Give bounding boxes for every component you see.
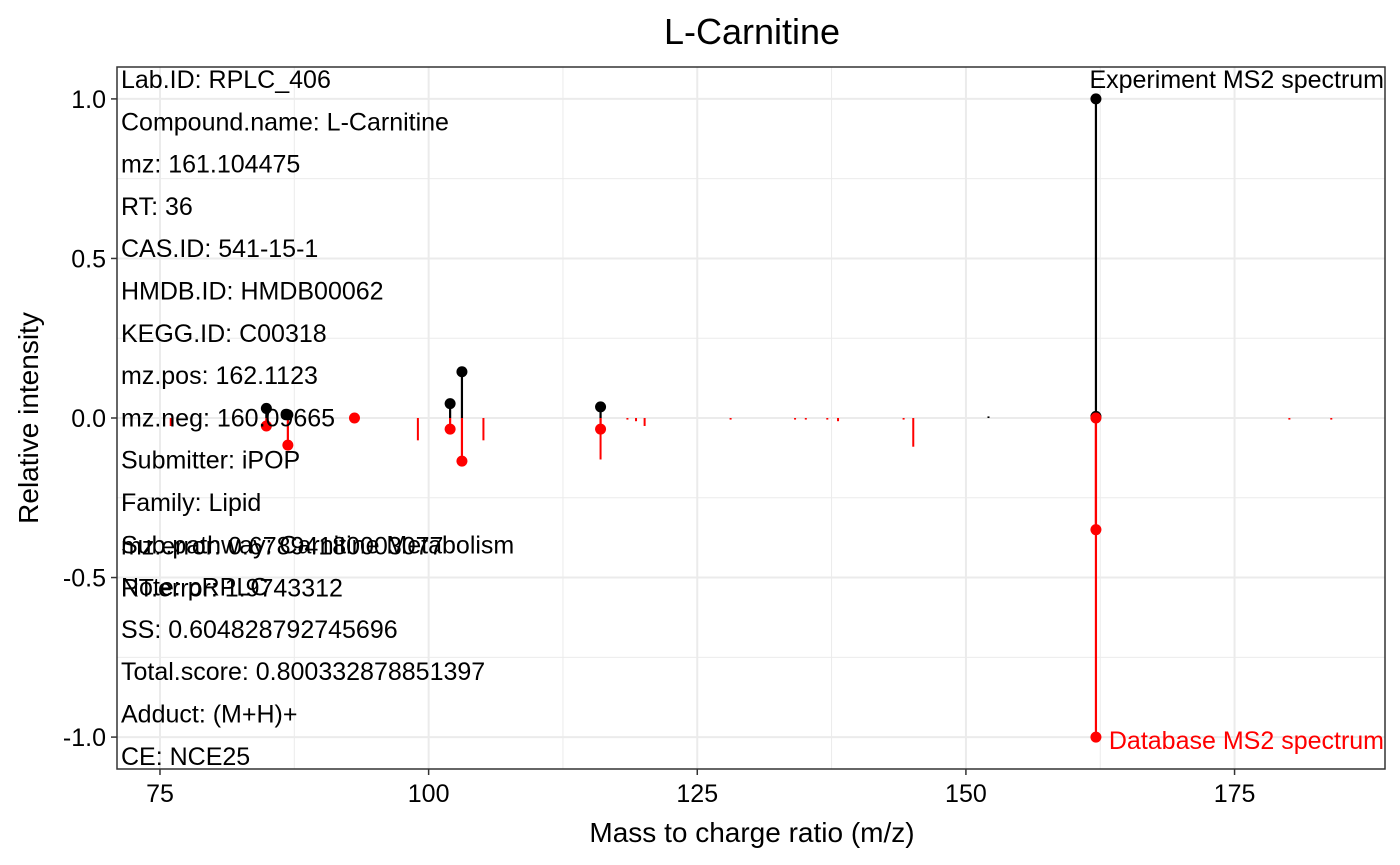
info-line: Compound.name: L-Carnitine	[121, 108, 449, 136]
info-line: Lab.ID: RPLC_406	[121, 66, 331, 94]
experiment-point	[444, 398, 456, 410]
database-point	[1090, 412, 1102, 424]
database-point	[260, 420, 272, 432]
y-tick-label: -1.0	[63, 724, 106, 752]
database-point	[282, 439, 294, 451]
info-overlay-line: RT.error: 1.9743312	[121, 575, 343, 603]
x-tick-label: 75	[146, 780, 174, 808]
info-line: mz: 161.104475	[121, 151, 300, 179]
y-tick-label: 0.0	[71, 405, 106, 433]
experiment-point	[595, 401, 607, 413]
experiment-point	[1090, 93, 1102, 105]
x-tick-label: 100	[408, 780, 450, 808]
info-line: RT: 36	[121, 193, 193, 221]
x-tick-label: 125	[676, 780, 718, 808]
database-point	[595, 423, 607, 435]
y-tick-label: 0.5	[71, 245, 106, 273]
chart-title: L-Carnitine	[664, 11, 840, 52]
database-point	[444, 423, 456, 435]
info-line: SS: 0.604828792745696	[121, 616, 398, 644]
y-tick-label: -0.5	[63, 565, 106, 593]
info-overlay-line: mz.error: 0.67894180003077	[121, 532, 443, 560]
experiment-point	[282, 409, 294, 421]
info-line: CAS.ID: 541-15-1	[121, 235, 318, 263]
database-point	[1090, 731, 1102, 743]
y-axis-title: Relative intensity	[13, 312, 44, 524]
info-line: Family: Lipid	[121, 489, 261, 517]
info-line: Note: pRPLC	[121, 574, 268, 602]
info-line: Submitter: iPOP	[121, 447, 300, 475]
axis-ticks: 75 100 125 150 175 1.0 0.5 0.0 -0.5 -1.0	[63, 86, 1256, 808]
info-line: KEGG.ID: C00318	[121, 320, 327, 348]
x-tick-label: 150	[945, 780, 987, 808]
x-axis-title: Mass to charge ratio (m/z)	[589, 817, 914, 848]
info-line: Adduct: (M+H)+	[121, 701, 297, 729]
experiment-point	[456, 366, 468, 378]
info-line: Sub.pathway: Carnitine Metabolism	[121, 531, 514, 559]
info-text: Lab.ID: RPLC_406 Compound.name: L-Carniti…	[121, 66, 514, 771]
database-point	[456, 455, 468, 467]
info-line: HMDB.ID: HMDB00062	[121, 278, 384, 306]
info-line: mz.neg: 160.09665	[121, 404, 335, 432]
database-point	[348, 412, 360, 424]
x-tick-label: 175	[1214, 780, 1256, 808]
info-line: mz.pos: 162.1123	[121, 362, 318, 390]
grid	[117, 67, 1385, 769]
info-line: CE: NCE25	[121, 743, 250, 771]
experiment-label: Experiment MS2 spectrum	[1089, 66, 1384, 94]
database-label: Database MS2 spectrum	[1109, 727, 1384, 755]
experiment-point	[260, 402, 272, 414]
points	[260, 93, 1102, 743]
database-point	[1090, 524, 1102, 536]
info-line: Total.score: 0.800332878851397	[121, 658, 485, 686]
y-tick-label: 1.0	[71, 86, 106, 114]
